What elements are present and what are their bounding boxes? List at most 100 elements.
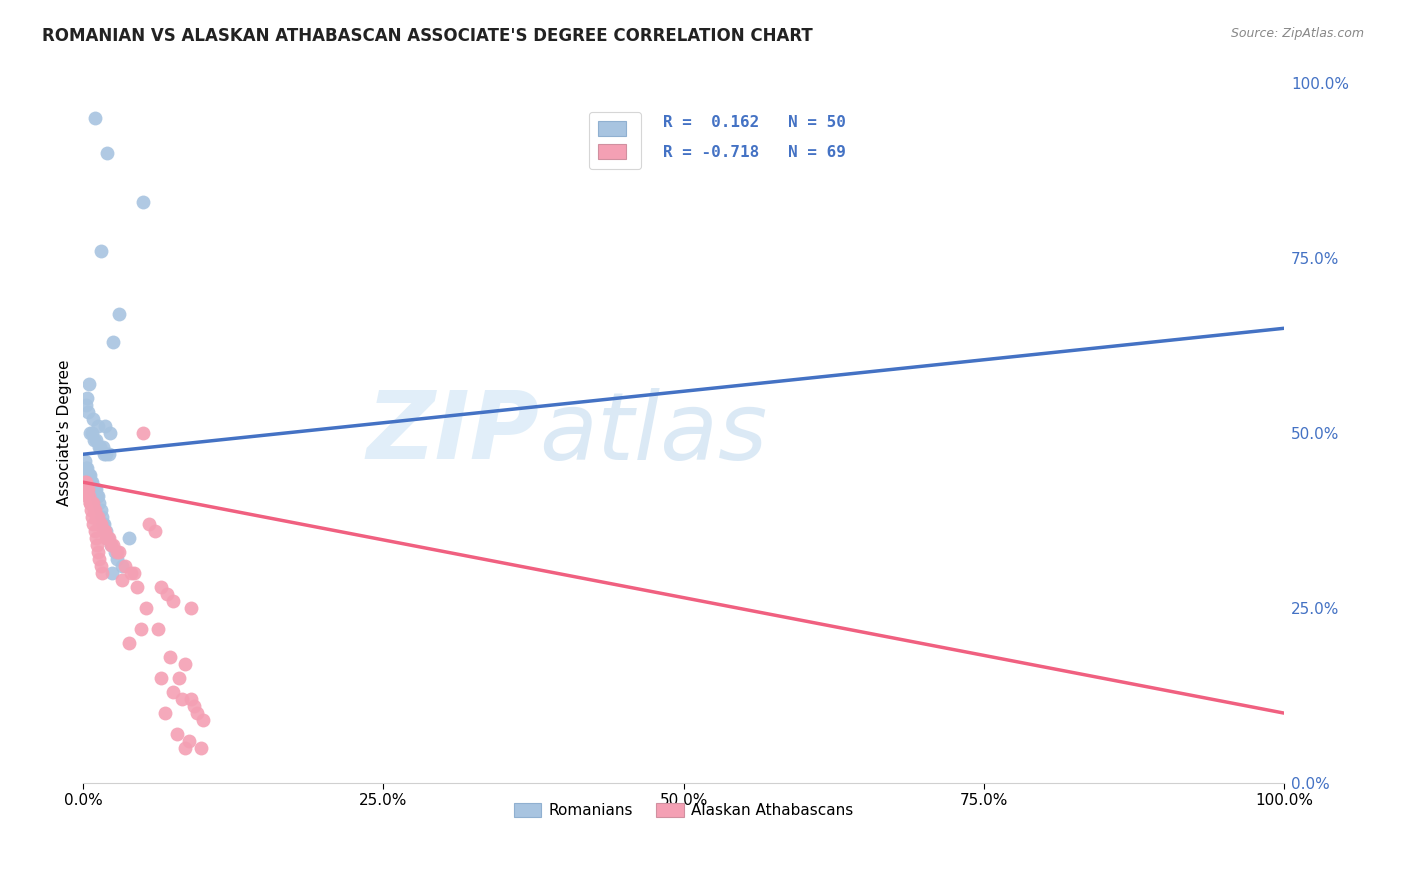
Point xyxy=(90,503,112,517)
Point xyxy=(111,559,134,574)
Point xyxy=(77,405,100,419)
Point xyxy=(94,447,117,461)
Point xyxy=(91,440,114,454)
Point xyxy=(84,503,107,517)
Point xyxy=(86,434,108,448)
Point xyxy=(91,517,114,532)
Point xyxy=(82,475,104,490)
Point xyxy=(75,461,97,475)
Point xyxy=(75,482,97,496)
Point xyxy=(90,244,112,259)
Point xyxy=(174,657,197,672)
Text: Source: ZipAtlas.com: Source: ZipAtlas.com xyxy=(1230,27,1364,40)
Point xyxy=(90,559,112,574)
Point xyxy=(108,545,131,559)
Point xyxy=(76,391,98,405)
Point xyxy=(76,461,98,475)
Point xyxy=(84,482,107,496)
Point xyxy=(82,412,104,426)
Point xyxy=(94,524,117,538)
Point xyxy=(89,552,111,566)
Point xyxy=(79,426,101,441)
Point xyxy=(89,440,111,454)
Point xyxy=(120,566,142,581)
Point xyxy=(84,112,107,126)
Point xyxy=(97,447,120,461)
Point xyxy=(82,496,104,510)
Point xyxy=(129,622,152,636)
Point xyxy=(146,622,169,636)
Point xyxy=(87,517,110,532)
Point xyxy=(76,489,98,503)
Point xyxy=(91,524,114,538)
Point xyxy=(86,538,108,552)
Point xyxy=(80,475,103,490)
Point xyxy=(76,482,98,496)
Text: atlas: atlas xyxy=(540,388,768,479)
Point xyxy=(83,503,105,517)
Point xyxy=(86,510,108,524)
Point xyxy=(103,545,125,559)
Text: R = -0.718   N = 69: R = -0.718 N = 69 xyxy=(664,145,846,160)
Point xyxy=(79,468,101,483)
Point xyxy=(84,531,107,545)
Point xyxy=(169,671,191,685)
Point xyxy=(94,524,117,538)
Legend: Romanians, Alaskan Athabascans: Romanians, Alaskan Athabascans xyxy=(508,797,859,824)
Point xyxy=(135,601,157,615)
Point xyxy=(162,685,184,699)
Point xyxy=(186,706,208,720)
Point xyxy=(153,706,176,720)
Point xyxy=(93,517,115,532)
Point xyxy=(97,531,120,545)
Point xyxy=(79,496,101,510)
Point xyxy=(82,517,104,532)
Point xyxy=(150,580,173,594)
Point xyxy=(90,510,112,524)
Point xyxy=(105,552,128,566)
Point xyxy=(132,426,155,441)
Point xyxy=(122,566,145,581)
Point xyxy=(79,489,101,503)
Point xyxy=(77,482,100,496)
Point xyxy=(118,636,141,650)
Point xyxy=(100,538,122,552)
Point xyxy=(190,741,212,756)
Point xyxy=(86,489,108,503)
Point xyxy=(132,195,155,210)
Point xyxy=(159,650,181,665)
Point xyxy=(138,517,160,532)
Point xyxy=(170,692,193,706)
Point xyxy=(75,398,97,412)
Point xyxy=(118,531,141,545)
Point xyxy=(180,692,202,706)
Point xyxy=(100,538,122,552)
Point xyxy=(80,496,103,510)
Point xyxy=(103,335,125,350)
Point xyxy=(143,524,166,538)
Y-axis label: Associate's Degree: Associate's Degree xyxy=(58,360,72,507)
Point xyxy=(193,713,215,727)
Point xyxy=(180,601,202,615)
Point xyxy=(98,426,121,441)
Point xyxy=(150,671,173,685)
Point xyxy=(183,699,205,714)
Point xyxy=(94,531,117,545)
Point xyxy=(82,482,104,496)
Point xyxy=(83,434,105,448)
Point xyxy=(87,489,110,503)
Point xyxy=(75,475,97,490)
Point xyxy=(90,566,112,581)
Text: R =  0.162   N = 50: R = 0.162 N = 50 xyxy=(664,115,846,130)
Point xyxy=(79,377,101,392)
Point xyxy=(162,594,184,608)
Point xyxy=(166,727,188,741)
Point xyxy=(86,419,108,434)
Point xyxy=(83,482,105,496)
Point xyxy=(79,496,101,510)
Point xyxy=(93,447,115,461)
Point xyxy=(111,573,134,587)
Point xyxy=(77,468,100,483)
Point xyxy=(174,741,197,756)
Point xyxy=(177,734,200,748)
